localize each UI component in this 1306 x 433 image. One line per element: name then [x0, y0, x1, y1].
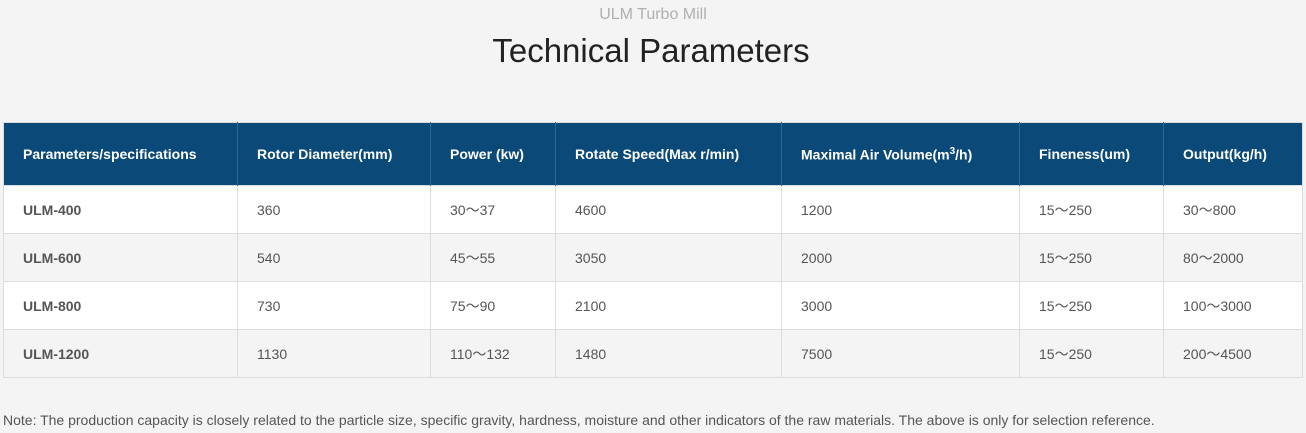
selection-note: Note: The production capacity is closely…: [3, 412, 1155, 428]
table-cell: 45～55: [430, 233, 556, 282]
column-header-superscript: 3: [949, 145, 956, 157]
table-cell: 2100: [555, 281, 782, 330]
table-row: ULM-1200 1130 110～132 1480 7500 15～250 2…: [3, 329, 1303, 378]
table-cell: 1480: [555, 329, 782, 378]
column-header: Rotate Speed(Max r/min): [555, 122, 782, 186]
table-cell: 200～4500: [1163, 329, 1303, 378]
parameters-table: Parameters/specifications Rotor Diameter…: [3, 122, 1303, 378]
table-cell: 3050: [555, 233, 782, 282]
column-header-text: /h): [955, 146, 973, 163]
parameters-table-container: Parameters/specifications Rotor Diameter…: [3, 122, 1303, 378]
page-title: Technical Parameters: [492, 32, 810, 69]
table-cell: 110～132: [430, 329, 556, 378]
column-header-text: Maximal Air Volume(m: [801, 146, 950, 163]
table-cell: 360: [237, 185, 431, 234]
table-cell: 100～3000: [1163, 281, 1303, 330]
table-cell: 540: [237, 233, 431, 282]
table-cell: 80～2000: [1163, 233, 1303, 282]
table-cell: 1130: [237, 329, 431, 378]
table-cell: 7500: [781, 329, 1020, 378]
table-cell: 3000: [781, 281, 1020, 330]
table-cell: 2000: [781, 233, 1020, 282]
table-cell: 30～37: [430, 185, 556, 234]
table-row: ULM-600 540 45～55 3050 2000 15～250 80～20…: [3, 233, 1303, 282]
table-cell: 15～250: [1019, 329, 1164, 378]
table-cell: 75～90: [430, 281, 556, 330]
column-header: Output(kg/h): [1183, 146, 1267, 162]
section-subtitle: ULM Turbo Mill: [599, 6, 707, 23]
column-header: Maximal Air Volume(m3/h): [781, 122, 1020, 186]
table-cell: 4600: [555, 185, 782, 234]
table-header-row: Parameters/specifications Rotor Diameter…: [3, 122, 1303, 186]
table-cell: 15～250: [1019, 233, 1164, 282]
table-cell-model: ULM-400: [3, 185, 238, 234]
column-header: Fineness(um): [1019, 122, 1164, 186]
table-cell: 30～800: [1163, 185, 1303, 234]
table-row: ULM-400 360 30～37 4600 1200 15～250 30～80…: [3, 185, 1303, 234]
table-cell-model: ULM-600: [3, 233, 238, 282]
table-cell: 1200: [781, 185, 1020, 234]
table-cell-model: ULM-1200: [3, 329, 238, 378]
table-cell: 15～250: [1019, 281, 1164, 330]
table-cell-model: ULM-800: [3, 281, 238, 330]
table-cell: 15～250: [1019, 185, 1164, 234]
column-header: Power (kw): [430, 122, 556, 186]
column-header: Rotor Diameter(mm): [237, 122, 431, 186]
table-cell: 730: [237, 281, 431, 330]
column-header: Parameters/specifications: [3, 122, 238, 186]
table-row: ULM-800 730 75～90 2100 3000 15～250 100～3…: [3, 281, 1303, 330]
